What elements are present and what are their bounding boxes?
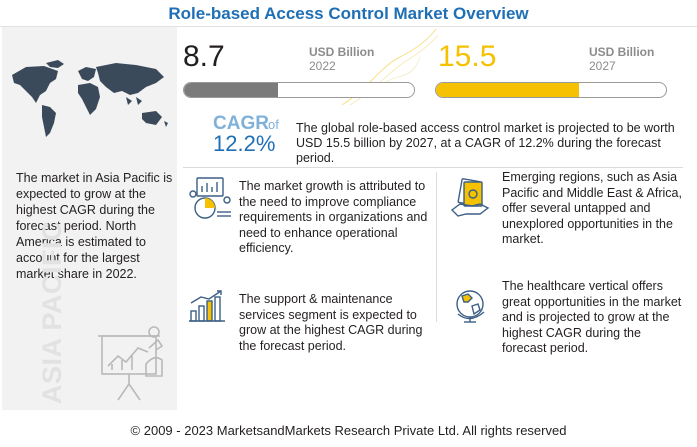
bar-fill xyxy=(184,83,279,97)
cagr-label: CAGR xyxy=(213,113,269,134)
unit-label: USD Billion xyxy=(589,45,655,59)
market-unit-2027: USD Billion 2027 xyxy=(589,45,654,73)
insight-healthcare-vertical: The healthcare vertical offers great opp… xyxy=(502,279,682,355)
unit-label: USD Billion xyxy=(309,45,375,59)
insight-emerging-regions: Emerging regions, such as Asia Pacific a… xyxy=(502,170,682,246)
section-divider xyxy=(183,167,683,168)
page-title: Role-based Access Control Market Overvie… xyxy=(168,4,529,23)
column-divider xyxy=(436,172,437,322)
region-summary-text: The market in Asia Pacific is expected t… xyxy=(16,171,173,281)
market-value-2027: 15.5 xyxy=(438,40,497,73)
year-label: 2022 xyxy=(309,59,336,73)
compliance-analytics-icon xyxy=(189,177,231,219)
region-watermark: ASIA PACIFIC xyxy=(37,220,67,404)
year-label: 2027 xyxy=(589,59,616,73)
insight-services-segment: The support & maintenance services segme… xyxy=(239,292,423,353)
globe-icon xyxy=(456,290,485,323)
bar-fill xyxy=(436,83,579,97)
cagr-description: The global role-based access control mar… xyxy=(296,121,675,165)
top-divider xyxy=(0,26,697,27)
left-panel: The market in Asia Pacific is expected t… xyxy=(2,27,177,410)
growth-bar-chart-icon xyxy=(189,290,225,322)
presenter-chart-icon xyxy=(98,326,164,401)
market-bar-2022 xyxy=(183,82,415,98)
money-hand-icon xyxy=(450,178,490,217)
copyright-footer: © 2009 - 2023 MarketsandMarkets Research… xyxy=(130,423,567,438)
insight-growth-drivers: The market growth is attributed to the n… xyxy=(239,179,428,255)
market-value-2022: 8.7 xyxy=(183,40,225,73)
world-map-icon xyxy=(12,60,168,137)
market-bar-2027 xyxy=(435,82,667,98)
market-unit-2022: USD Billion 2022 xyxy=(309,45,374,73)
cagr-of: of xyxy=(268,117,279,132)
cagr-value: 12.2% xyxy=(213,131,276,156)
